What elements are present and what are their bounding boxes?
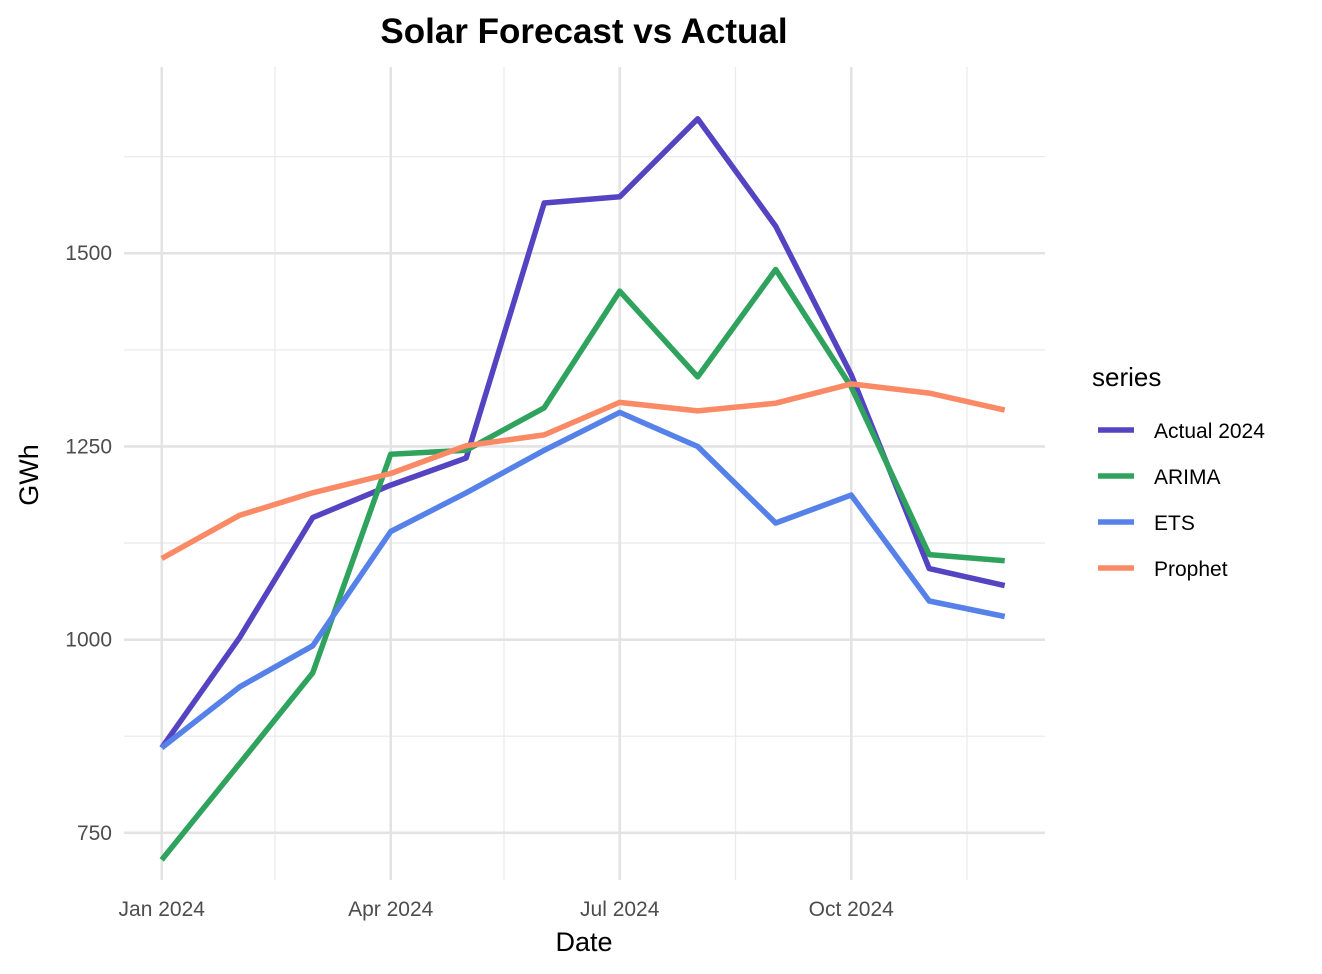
legend-title: series [1092, 362, 1161, 392]
y-tick-labels: 750 1000 1250 1500 [65, 242, 112, 845]
legend: series Actual 2024 ARIMA ETS Prophet [1092, 362, 1265, 581]
x-tick-label: Jul 2024 [580, 898, 660, 921]
x-tick-label: Oct 2024 [809, 898, 895, 921]
chart-title: Solar Forecast vs Actual [380, 12, 787, 51]
y-axis-title: GWh [14, 444, 44, 506]
y-tick-label: 1000 [65, 629, 112, 652]
legend-label: ETS [1154, 512, 1195, 535]
y-tick-label: 1250 [65, 435, 112, 458]
x-axis-title: Date [555, 927, 612, 957]
series-line-prophet [160, 381, 1006, 561]
y-tick-label: 750 [77, 822, 112, 845]
x-tick-label: Apr 2024 [348, 898, 434, 921]
legend-label: ARIMA [1154, 466, 1221, 489]
series-line-actual-2024 [159, 116, 1006, 750]
legend-label: Prophet [1154, 558, 1228, 581]
series-line-ets [160, 409, 1006, 750]
y-tick-label: 1500 [65, 242, 112, 265]
x-tick-label: Jan 2024 [119, 898, 206, 921]
series-line-arima [159, 266, 1005, 862]
panel-grid [124, 67, 1045, 880]
legend-label: Actual 2024 [1154, 420, 1265, 443]
series-lines [159, 116, 1006, 862]
x-tick-labels: Jan 2024 Apr 2024 Jul 2024 Oct 2024 [119, 898, 895, 921]
